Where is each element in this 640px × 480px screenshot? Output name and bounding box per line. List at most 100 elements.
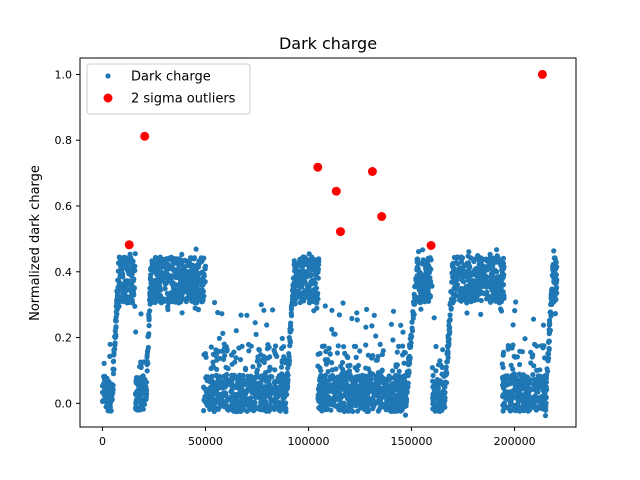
dark-charge-point [514, 354, 521, 360]
dark-charge-point [551, 255, 557, 261]
dark-charge-point [438, 362, 444, 368]
dark-charge-point [487, 279, 493, 285]
dark-charge-point [107, 353, 113, 359]
dark-charge-point [294, 289, 300, 296]
dark-charge-point [236, 375, 242, 381]
dark-charge-point [325, 368, 331, 375]
dark-charge-point [190, 293, 196, 299]
dark-charge-point [396, 343, 402, 349]
dark-charge-point [357, 387, 363, 393]
dark-charge-point [242, 365, 249, 371]
dark-charge-point [377, 341, 383, 347]
outlier-point [331, 186, 341, 196]
dark-charge-point [474, 297, 480, 303]
dark-charge-point [500, 352, 506, 358]
dark-charge-point [215, 309, 221, 316]
dark-charge-point [118, 284, 125, 290]
dark-charge-point [214, 366, 220, 372]
dark-charge-point [505, 346, 511, 352]
dark-charge-point [366, 389, 372, 395]
dark-charge-point [107, 341, 113, 347]
dark-charge-point [474, 277, 480, 283]
dark-charge-point [207, 406, 213, 412]
dark-charge-point [317, 365, 323, 371]
dark-charge-point [178, 270, 184, 276]
x-tick-label: 0 [99, 435, 106, 448]
dark-charge-point [404, 381, 410, 387]
dark-charge-point [268, 373, 274, 379]
dark-charge-point [351, 343, 357, 349]
dark-charge-point [204, 378, 210, 384]
dark-charge-point [551, 277, 557, 283]
dark-charge-point [377, 404, 384, 410]
x-tick-label: 100000 [288, 435, 330, 448]
dark-charge-point [407, 344, 414, 350]
dark-charge-point [388, 321, 394, 327]
dark-charge-point [475, 253, 481, 259]
dark-charge-point [221, 341, 227, 347]
dark-charge-point [371, 382, 377, 388]
dark-charge-point [122, 259, 128, 265]
dark-charge-point [276, 374, 283, 380]
dark-charge-point [186, 274, 193, 280]
dark-charge-point [347, 400, 353, 406]
chart-title: Dark charge [279, 34, 377, 53]
dark-charge-point [437, 397, 443, 403]
dark-charge-point [154, 293, 160, 299]
dark-charge-point [133, 398, 139, 404]
dark-charge-point [437, 358, 443, 364]
dark-charge-point [512, 308, 518, 314]
legend-marker-dark-charge [105, 73, 111, 79]
dark-charge-point [350, 408, 356, 414]
dark-charge-point [501, 400, 507, 406]
dark-charge-point [326, 387, 332, 393]
dark-charge-point [187, 261, 193, 267]
dark-charge-point [132, 267, 138, 274]
dark-charge-point [281, 344, 287, 350]
dark-charge-point [416, 249, 422, 255]
dark-charge-point [323, 357, 329, 363]
dark-charge-point [517, 406, 523, 412]
dark-charge-point [539, 377, 545, 383]
dark-charge-point [110, 371, 117, 377]
dark-charge-point [427, 283, 433, 289]
dark-charge-point [511, 403, 518, 409]
dark-charge-point [510, 366, 516, 372]
dark-charge-point [363, 324, 369, 330]
dark-charge-point [127, 270, 134, 276]
dark-charge-point [223, 376, 229, 382]
dark-charge-point [143, 393, 149, 399]
y-tick-label: 0.8 [55, 134, 73, 147]
dark-charge-point [341, 344, 347, 350]
dark-charge-point [273, 379, 279, 385]
dark-charge-point [264, 346, 270, 352]
dark-charge-point [546, 345, 552, 352]
dark-charge-point [542, 413, 549, 419]
dark-charge-point [390, 308, 397, 314]
dark-charge-point [219, 311, 225, 317]
dark-charge-point [494, 247, 500, 253]
dark-charge-point [403, 393, 409, 399]
dark-charge-point [273, 343, 279, 349]
dark-charge-point [520, 372, 527, 378]
dark-charge-point [496, 258, 503, 264]
dark-charge-point [182, 278, 188, 285]
dark-charge-point [546, 338, 552, 344]
dark-charge-point [267, 388, 273, 394]
dark-charge-point [484, 274, 490, 280]
dark-charge-point [547, 320, 553, 326]
dark-charge-point [443, 372, 449, 378]
dark-charge-point [510, 342, 516, 348]
dark-charge-point [323, 361, 329, 367]
dark-charge-point [353, 354, 359, 360]
dark-charge-point [116, 254, 122, 260]
dark-charge-point [464, 300, 470, 306]
dark-charge-point [454, 255, 460, 261]
dark-charge-point [394, 349, 400, 355]
dark-charge-point [459, 255, 466, 261]
dark-charge-point [267, 365, 273, 372]
dark-charge-point [528, 402, 535, 408]
dark-charge-point [455, 266, 461, 273]
dark-charge-point [554, 290, 560, 296]
dark-charge-point [146, 331, 152, 337]
